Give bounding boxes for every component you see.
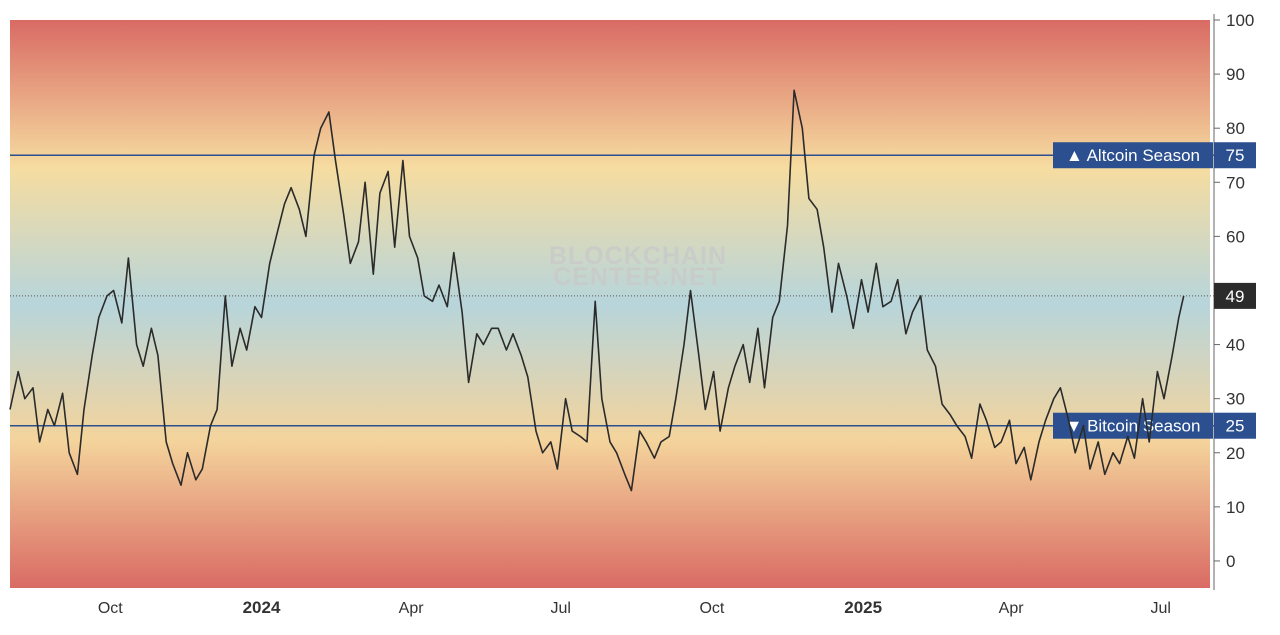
y-tick-label: 30 xyxy=(1226,390,1245,409)
x-tick-label: Oct xyxy=(98,600,123,617)
current-value-text: 49 xyxy=(1226,287,1245,306)
y-axis-ticks: 0102030405060708090100 xyxy=(1214,11,1254,571)
reference-label-box xyxy=(1053,142,1213,169)
reference-label: ▲ Altcoin Season xyxy=(1066,146,1200,165)
reference-value-box xyxy=(1214,412,1256,439)
current-value-label: 49 xyxy=(1214,282,1256,309)
x-tick-label: Apr xyxy=(999,600,1025,617)
y-tick-label: 90 xyxy=(1226,65,1245,84)
watermark-line-2: CENTER.NET xyxy=(553,263,723,291)
plot-background xyxy=(10,20,1210,588)
y-tick-label: 70 xyxy=(1226,173,1245,192)
y-tick-label: 60 xyxy=(1226,227,1245,246)
x-tick-label: Apr xyxy=(399,600,425,617)
reference-value: 25 xyxy=(1226,417,1245,436)
series-line xyxy=(9,89,1185,492)
reference-value-box xyxy=(1214,142,1256,169)
y-tick-label: 40 xyxy=(1226,336,1245,355)
y-tick-label: 80 xyxy=(1226,119,1245,138)
x-tick-label: 2025 xyxy=(844,598,882,617)
y-tick-label: 10 xyxy=(1226,498,1245,517)
reference-label: ▼ Bitcoin Season xyxy=(1066,417,1201,436)
x-tick-label: Oct xyxy=(699,600,724,617)
reference-label-box xyxy=(1053,412,1213,439)
x-tick-label: 2024 xyxy=(243,598,281,617)
x-axis-ticks: Oct 2024 Apr Jul Oct 2025 Apr Jul xyxy=(98,598,1171,617)
reference-lines: ▲ Altcoin Season 75 ▼ Bitcoin Season 25 xyxy=(10,142,1256,439)
x-tick-label: Jul xyxy=(550,600,570,617)
y-tick-label: 20 xyxy=(1226,444,1245,463)
current-value-box xyxy=(1214,282,1256,309)
y-tick-label: 0 xyxy=(1226,552,1235,571)
y-tick-label: 100 xyxy=(1226,11,1254,30)
watermark-line-1: BLOCKCHAIN xyxy=(549,242,727,270)
x-tick-label: Jul xyxy=(1150,600,1170,617)
watermark: BLOCKCHAIN CENTER.NET xyxy=(549,242,727,291)
reference-value: 75 xyxy=(1226,146,1245,165)
